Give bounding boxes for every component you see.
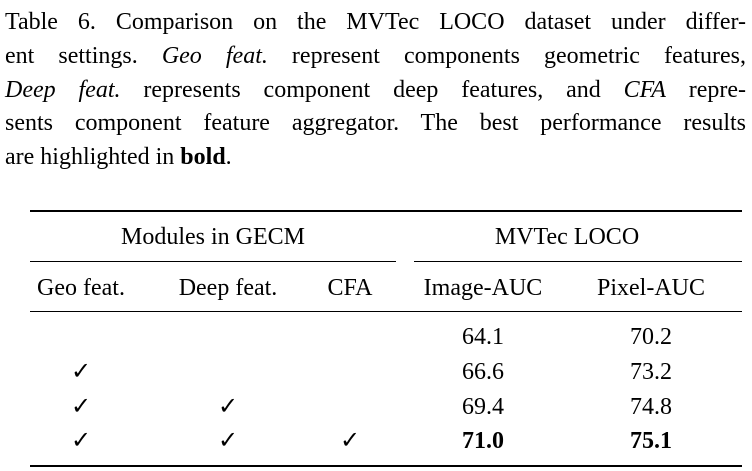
caption-text: CFA: [623, 77, 666, 103]
table-cell: 75.1: [630, 428, 672, 454]
caption-line: are highlighted in bold.: [5, 142, 746, 172]
table-cell: Image-AUC: [423, 275, 543, 301]
rule: [30, 465, 742, 467]
caption-line: sents component feature aggregator. The …: [5, 108, 746, 138]
caption-text: ent settings.: [5, 43, 162, 69]
caption-line: Table 6. Comparison on the MVTec LOCO da…: [5, 7, 746, 37]
table-cell: 74.8: [630, 394, 672, 420]
rule: [30, 311, 742, 312]
caption-text: Deep feat.: [5, 77, 121, 103]
table-cell: 73.2: [630, 359, 672, 385]
caption-text: sents component feature aggregator. The …: [5, 110, 746, 136]
caption-text: are highlighted in: [5, 144, 181, 170]
table-cell: 66.6: [462, 359, 504, 385]
caption-text: bold: [180, 144, 226, 170]
table-cell: 64.1: [462, 324, 504, 350]
table-cell: ✓: [217, 394, 239, 420]
table-cell: Deep feat.: [178, 275, 278, 301]
caption-text: Geo feat.: [161, 43, 268, 69]
caption-text: .: [225, 144, 232, 170]
table-cell: Pixel-AUC: [597, 275, 705, 301]
caption-line: Deep feat. represents component deep fea…: [5, 75, 746, 105]
caption-text: represent components geometric features,: [267, 43, 746, 69]
table-cell: 71.0: [462, 428, 504, 454]
table-cell: MVTec LOCO: [494, 224, 640, 250]
rule: [30, 261, 396, 262]
caption-text: Table 6. Comparison on the MVTec LOCO da…: [5, 9, 746, 35]
table-cell: CFA: [327, 275, 373, 301]
table-cell: ✓: [70, 428, 92, 454]
table-cell: Geo feat.: [37, 275, 125, 301]
table-cell: Modules in GECM: [120, 224, 306, 250]
rule: [30, 210, 742, 212]
table-cell: ✓: [70, 394, 92, 420]
table-cell: ✓: [339, 428, 361, 454]
caption-text: represents component deep features, and: [120, 77, 624, 103]
caption-line: ent settings. Geo feat. represent compon…: [5, 41, 746, 71]
table-cell: 69.4: [462, 394, 504, 420]
caption-text: repre-: [665, 77, 747, 103]
table-cell: ✓: [70, 359, 92, 385]
table-cell: 70.2: [630, 324, 672, 350]
table-cell: ✓: [217, 428, 239, 454]
rule: [414, 261, 742, 262]
